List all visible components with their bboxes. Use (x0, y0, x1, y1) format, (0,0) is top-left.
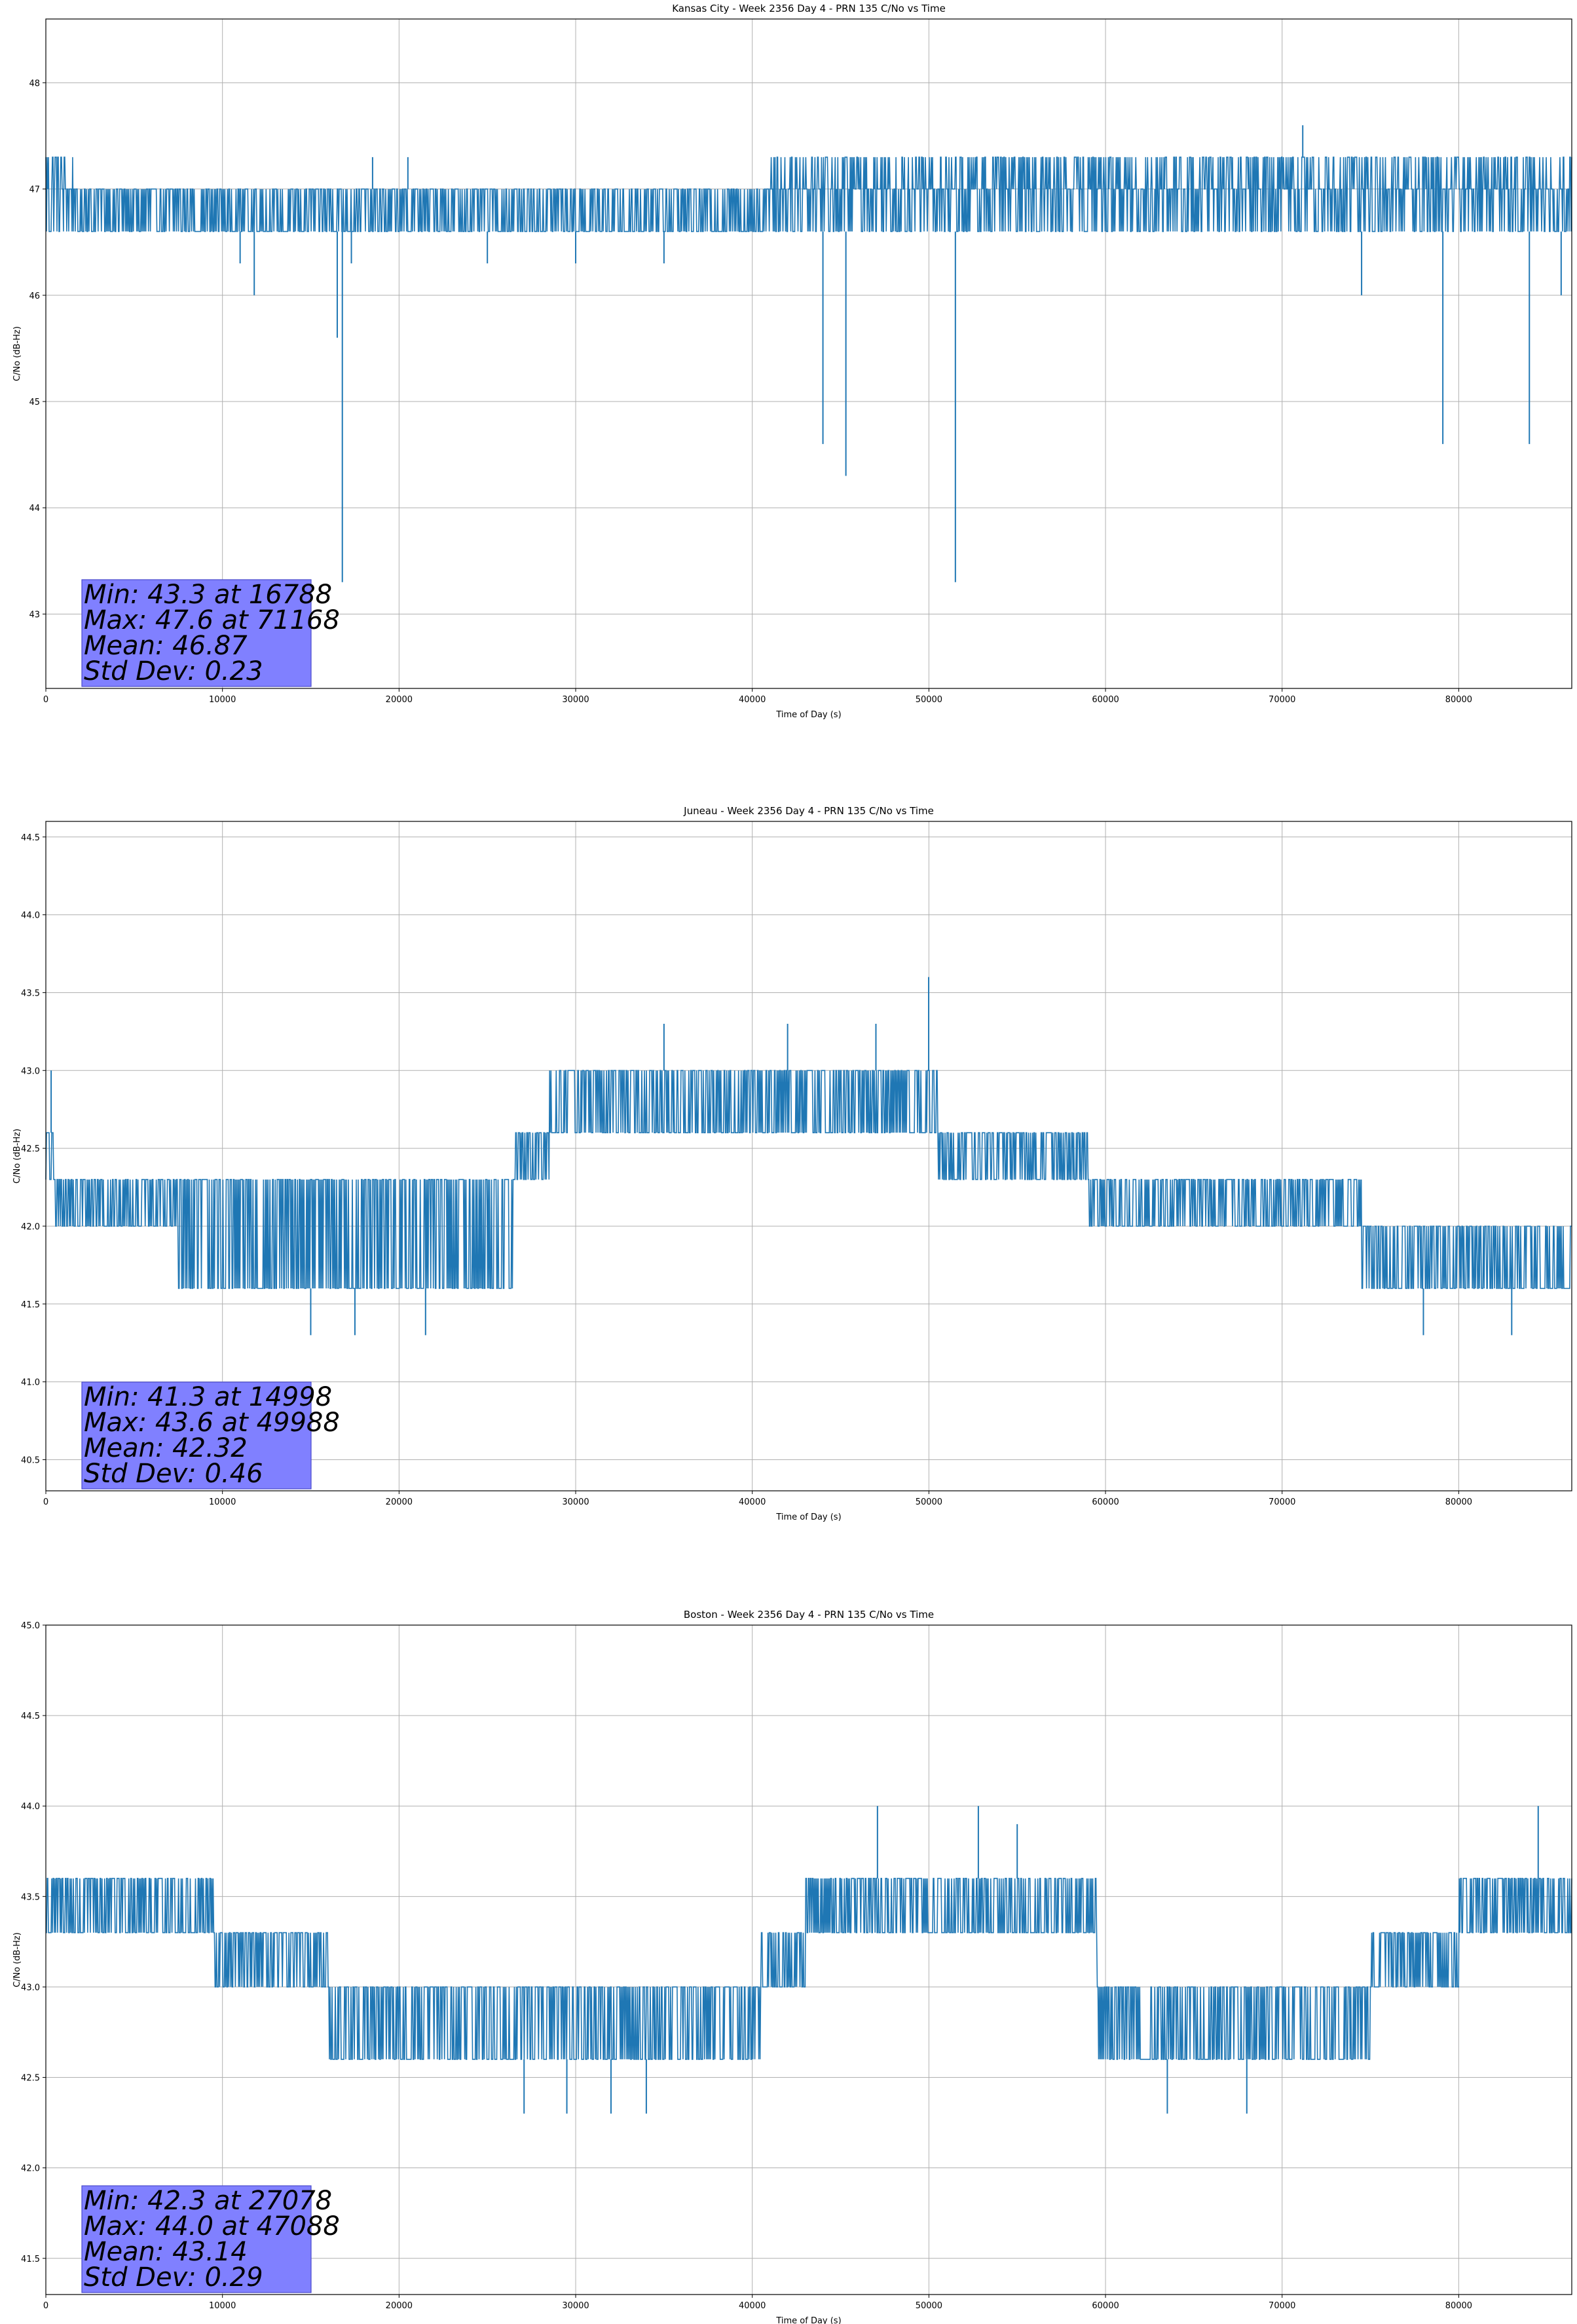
x-tick-label: 30000 (562, 695, 589, 705)
y-tick-label: 43.0 (21, 1983, 40, 1993)
y-tick-label: 43.5 (21, 988, 40, 998)
y-tick-label: 42.0 (21, 2164, 40, 2174)
stats-line: Std Dev: 0.29 (84, 2262, 263, 2293)
x-tick-label: 10000 (209, 1497, 236, 1507)
axes-frame (45, 18, 1572, 689)
stats-line: Mean: 46.87 (84, 631, 248, 661)
y-tick-label: 47 (29, 185, 40, 195)
x-axis-label: Time of Day (s) (775, 710, 841, 720)
y-tick-label: 40.5 (21, 1455, 40, 1465)
x-tick-label: 40000 (739, 695, 766, 705)
x-tick-label: 20000 (386, 695, 413, 705)
x-tick-label: 50000 (916, 2301, 942, 2311)
x-tick-label: 30000 (562, 1497, 589, 1507)
stats-box (81, 1381, 312, 1490)
y-tick-label: 42.5 (21, 1144, 40, 1154)
x-tick-label: 40000 (739, 1497, 766, 1507)
chart-title: Kansas City - Week 2356 Day 4 - PRN 135 … (672, 3, 946, 14)
y-tick-label: 44.0 (21, 1802, 40, 1812)
y-tick-label: 42.0 (21, 1222, 40, 1232)
x-tick-label: 60000 (1092, 2301, 1119, 2311)
x-tick-label: 60000 (1092, 695, 1119, 705)
x-tick-label: 0 (43, 695, 48, 705)
y-axis-label: C/No (dB-Hz) (12, 1932, 22, 1987)
stats-line: Min: 43.3 at 16788 (84, 580, 332, 610)
x-tick-label: 30000 (562, 2301, 589, 2311)
stats-line: Mean: 42.32 (84, 1433, 248, 1463)
x-tick-label: 20000 (386, 1497, 413, 1507)
stats-line: Std Dev: 0.23 (84, 656, 263, 686)
y-tick-label: 41.5 (21, 1300, 40, 1310)
stats-line: Max: 43.6 at 49988 (84, 1408, 340, 1438)
y-tick-label: 41.5 (21, 2255, 40, 2264)
x-tick-label: 80000 (1445, 1497, 1472, 1507)
stats-line: Min: 42.3 at 27078 (84, 2186, 332, 2216)
x-tick-label: 70000 (1269, 695, 1295, 705)
x-tick-label: 20000 (386, 2301, 413, 2311)
y-axis-label: C/No (dB-Hz) (12, 1129, 22, 1184)
y-tick-label: 44.5 (21, 833, 40, 843)
x-tick-label: 80000 (1445, 695, 1472, 705)
axes-frame (45, 1624, 1572, 2295)
stats-line: Std Dev: 0.46 (84, 1459, 263, 1489)
y-tick-label: 45.0 (21, 1621, 40, 1631)
chart-1: 0 10000 20000 30000 40000 50000 60000 70000 8000… (12, 805, 1572, 1522)
y-tick-label: 44.5 (21, 1712, 40, 1721)
y-tick-label: 41.0 (21, 1378, 40, 1388)
y-tick-label: 44.0 (21, 911, 40, 921)
data-trace (46, 1877, 1572, 2060)
x-tick-label: 80000 (1445, 2301, 1472, 2311)
x-tick-label: 10000 (209, 695, 236, 705)
y-tick-label: 43 (29, 610, 40, 620)
y-tick-label: 46 (29, 291, 40, 301)
stats-line: Max: 47.6 at 71168 (84, 605, 340, 635)
x-tick-label: 70000 (1269, 2301, 1295, 2311)
y-tick-label: 48 (29, 79, 40, 88)
x-tick-label: 0 (43, 1497, 48, 1507)
data-trace (45, 157, 1572, 233)
y-tick-label: 45 (29, 398, 40, 407)
x-tick-label: 70000 (1269, 1497, 1295, 1507)
x-tick-label: 0 (43, 2301, 48, 2311)
x-axis-label: Time of Day (s) (775, 1512, 841, 1522)
chart-title: Boston - Week 2356 Day 4 - PRN 135 C/No … (684, 1609, 934, 1621)
chart-title: Juneau - Week 2356 Day 4 - PRN 135 C/No … (683, 805, 934, 817)
x-tick-label: 50000 (916, 1497, 942, 1507)
y-tick-label: 42.5 (21, 2074, 40, 2084)
data-trace (45, 1070, 1572, 1289)
y-axis-label: C/No (dB-Hz) (12, 326, 22, 381)
stats-box (81, 579, 312, 687)
x-tick-label: 60000 (1092, 1497, 1119, 1507)
stats-line: Min: 41.3 at 14998 (84, 1382, 332, 1412)
x-tick-label: 50000 (916, 695, 942, 705)
chart-0: 0 10000 20000 30000 40000 50000 60000 70000 8000… (12, 3, 1572, 720)
x-axis-label: Time of Day (s) (775, 2316, 841, 2324)
y-tick-label: 44 (29, 504, 40, 514)
chart-2: 0 10000 20000 30000 40000 50000 60000 70000 8000… (12, 1609, 1572, 2324)
stats-line: Max: 44.0 at 47088 (84, 2211, 340, 2241)
stats-box (81, 2185, 312, 2293)
axes-frame (45, 821, 1572, 1491)
x-tick-label: 40000 (739, 2301, 766, 2311)
y-tick-label: 43.5 (21, 1892, 40, 1902)
y-tick-label: 43.0 (21, 1066, 40, 1076)
stats-line: Mean: 43.14 (84, 2237, 248, 2267)
x-tick-label: 10000 (209, 2301, 236, 2311)
